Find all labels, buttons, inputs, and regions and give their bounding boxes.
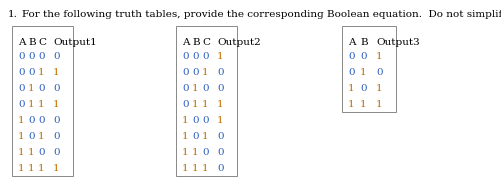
Text: A: A <box>18 38 26 47</box>
Text: 1: 1 <box>376 84 383 93</box>
Text: 1: 1 <box>182 132 188 141</box>
Text: 0: 0 <box>38 116 45 125</box>
Text: 0: 0 <box>53 132 60 141</box>
Text: 0: 0 <box>18 84 25 93</box>
Text: 0: 0 <box>348 52 355 61</box>
Text: 0: 0 <box>376 68 383 77</box>
Text: 0: 0 <box>18 68 25 77</box>
Text: 0: 0 <box>182 68 188 77</box>
Text: 0: 0 <box>202 148 208 157</box>
Text: C: C <box>202 38 210 47</box>
Text: 1: 1 <box>348 84 355 93</box>
Text: 1: 1 <box>28 84 35 93</box>
Text: 1: 1 <box>192 164 198 173</box>
Text: 0: 0 <box>28 68 35 77</box>
Text: 0: 0 <box>348 68 355 77</box>
Text: 1: 1 <box>202 164 208 173</box>
Text: 0: 0 <box>18 100 25 109</box>
Text: 0: 0 <box>38 148 45 157</box>
Text: 1: 1 <box>18 116 25 125</box>
Text: 0: 0 <box>360 84 367 93</box>
Text: 0: 0 <box>53 52 60 61</box>
Text: 0: 0 <box>192 132 198 141</box>
Text: 1: 1 <box>28 148 35 157</box>
Text: 0: 0 <box>217 84 223 93</box>
Text: 0: 0 <box>182 84 188 93</box>
Text: 1: 1 <box>202 68 208 77</box>
Text: 0: 0 <box>192 52 198 61</box>
Text: 0: 0 <box>28 116 35 125</box>
Text: 1: 1 <box>182 164 188 173</box>
Text: B: B <box>360 38 368 47</box>
Text: 0: 0 <box>182 100 188 109</box>
Text: 1: 1 <box>38 100 45 109</box>
Text: 1: 1 <box>217 100 223 109</box>
Text: 0: 0 <box>38 84 45 93</box>
Text: 0: 0 <box>53 84 60 93</box>
Text: 0: 0 <box>18 52 25 61</box>
Text: 1: 1 <box>217 52 223 61</box>
Text: 0: 0 <box>192 116 198 125</box>
Text: 1: 1 <box>28 164 35 173</box>
Text: 0: 0 <box>192 68 198 77</box>
Text: 1: 1 <box>376 52 383 61</box>
Bar <box>12 26 73 176</box>
Text: 1: 1 <box>18 148 25 157</box>
Text: 1: 1 <box>53 68 60 77</box>
Text: 1: 1 <box>38 164 45 173</box>
Bar <box>176 26 237 176</box>
Text: 1: 1 <box>360 100 367 109</box>
Text: 1: 1 <box>18 132 25 141</box>
Text: 0: 0 <box>28 52 35 61</box>
Text: 0: 0 <box>217 148 223 157</box>
Text: 0: 0 <box>28 132 35 141</box>
Text: 0: 0 <box>202 52 208 61</box>
Text: 1: 1 <box>182 116 188 125</box>
Text: 0: 0 <box>217 164 223 173</box>
Text: 1: 1 <box>192 84 198 93</box>
Text: B: B <box>28 38 36 47</box>
Text: C: C <box>38 38 46 47</box>
Text: 1.: 1. <box>8 10 18 19</box>
Text: 0: 0 <box>182 52 188 61</box>
Text: 1: 1 <box>202 100 208 109</box>
Text: 0: 0 <box>38 52 45 61</box>
Text: 1: 1 <box>38 132 45 141</box>
Text: 1: 1 <box>182 148 188 157</box>
Text: A: A <box>348 38 356 47</box>
Text: 1: 1 <box>192 100 198 109</box>
Text: 1: 1 <box>53 100 60 109</box>
Text: 1: 1 <box>18 164 25 173</box>
Text: A: A <box>182 38 189 47</box>
Text: 1: 1 <box>202 132 208 141</box>
Text: B: B <box>192 38 199 47</box>
Text: 0: 0 <box>53 116 60 125</box>
Text: 1: 1 <box>28 100 35 109</box>
Text: 1: 1 <box>348 100 355 109</box>
Text: 0: 0 <box>202 116 208 125</box>
Text: 1: 1 <box>360 68 367 77</box>
Text: 0: 0 <box>202 84 208 93</box>
Text: 1: 1 <box>38 68 45 77</box>
Text: 1: 1 <box>192 148 198 157</box>
Text: For the following truth tables, provide the corresponding Boolean equation.  Do : For the following truth tables, provide … <box>22 10 501 19</box>
Text: 0: 0 <box>360 52 367 61</box>
Text: 1: 1 <box>376 100 383 109</box>
Bar <box>342 26 396 112</box>
Text: 0: 0 <box>217 132 223 141</box>
Text: Output3: Output3 <box>376 38 420 47</box>
Text: 1: 1 <box>217 116 223 125</box>
Text: 1: 1 <box>53 164 60 173</box>
Text: Output2: Output2 <box>217 38 261 47</box>
Text: 0: 0 <box>217 68 223 77</box>
Text: 0: 0 <box>53 148 60 157</box>
Text: Output1: Output1 <box>53 38 97 47</box>
